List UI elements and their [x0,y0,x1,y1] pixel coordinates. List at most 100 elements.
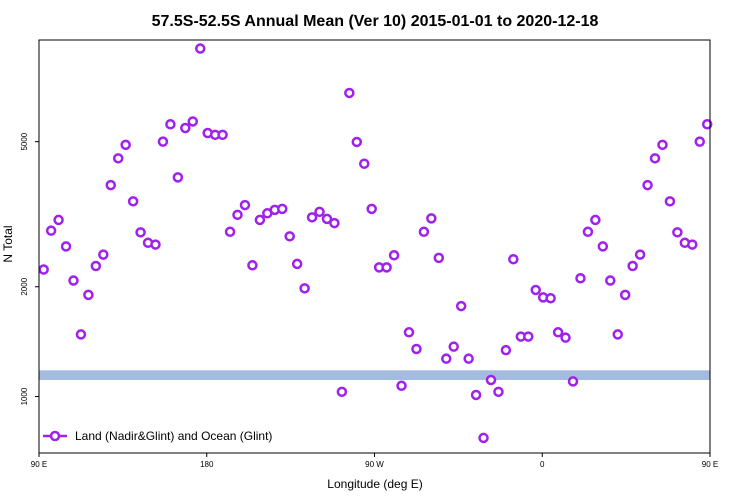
data-point [120,139,131,151]
data-point [642,179,653,191]
data-point [344,87,355,99]
data-point [336,386,348,398]
y-tick-label: 1000 [20,387,29,405]
axis-ticks-layer: 90 E 180 90 W 0 90 E 1000 2000 5000 [20,132,718,469]
data-point [508,253,519,265]
data-point [478,432,489,444]
data-point [634,249,646,260]
data-point [224,226,236,238]
data-point [493,386,504,398]
land-band-layer [39,370,710,380]
data-point [157,136,169,147]
data-point [418,226,430,238]
data-point [172,172,184,183]
data-point [396,380,407,392]
data-point [649,153,661,164]
data-point [276,203,288,215]
data-point [180,122,191,134]
x-tick-label: 0 [540,460,545,469]
data-point [187,116,199,127]
x-tick-label: 90 E [31,460,47,469]
data-point [597,241,609,252]
data-point [619,289,631,301]
data-point [112,153,124,164]
data-point [165,119,176,130]
data-point [567,376,579,387]
data-point [448,341,459,352]
data-point [291,258,303,270]
data-point [45,225,57,236]
data-point [217,129,228,141]
legend-label: Land (Nadir&Glint) and Ocean (Glint) [75,429,272,443]
data-point [351,136,363,148]
data-point [306,212,318,223]
land-band [39,370,710,380]
data-point [455,300,467,312]
data-point [254,214,266,226]
y-tick-label: 5000 [20,132,29,150]
data-point [523,331,534,342]
data-point [560,332,571,343]
x-tick-label: 90 E [702,460,718,469]
chart-title: 57.5S-52.5S Annual Mean (Ver 10) 2015-01… [152,13,599,30]
legend: Land (Nadir&Glint) and Ocean (Glint) [43,429,272,443]
data-point [582,226,594,238]
data-point [247,260,258,271]
data-point [90,260,102,272]
data-point [694,136,705,147]
data-point [605,275,616,286]
data-point [232,209,243,221]
data-point [299,283,310,294]
data-point [575,273,586,284]
data-point [150,239,161,250]
data-point [500,344,512,356]
data-point [75,329,87,340]
y-tick-label: 2000 [20,277,29,295]
data-point [98,249,109,260]
x-tick-label: 90 W [365,460,384,469]
data-point [664,196,676,207]
data-point [411,343,422,355]
x-axis-label: Longitude (deg E) [327,477,422,491]
data-point [552,327,564,338]
data-point [463,353,474,364]
data-point [60,241,72,252]
data-point [403,327,415,338]
data-point [194,43,206,54]
data-point [470,389,482,401]
data-point [321,213,333,225]
data-point [239,199,251,211]
data-point [83,289,94,301]
data-point [701,119,713,130]
x-tick-label: 180 [200,460,214,469]
data-point [612,329,623,340]
data-point [358,158,370,169]
data-point [657,139,668,151]
data-point [388,250,400,261]
data-point [590,214,601,226]
data-point [314,206,325,218]
plot-frame [38,39,711,454]
data-point [329,217,340,229]
data-point [687,239,698,250]
data-point [672,227,683,238]
data-point [68,275,79,286]
data-point [366,203,377,215]
legend-circle-marker [49,430,61,442]
data-point [105,179,117,191]
data-points-layer [38,43,713,444]
data-point [381,262,392,273]
data-point [426,213,437,224]
data-point [38,264,49,275]
y-axis-label: N Total [1,225,15,262]
data-point [545,292,556,304]
data-point [627,260,638,272]
data-point [135,227,146,238]
data-point [127,196,139,207]
data-point [53,214,64,226]
data-point [433,252,445,264]
data-point [441,353,452,364]
data-point [530,284,541,296]
data-point [485,374,497,386]
